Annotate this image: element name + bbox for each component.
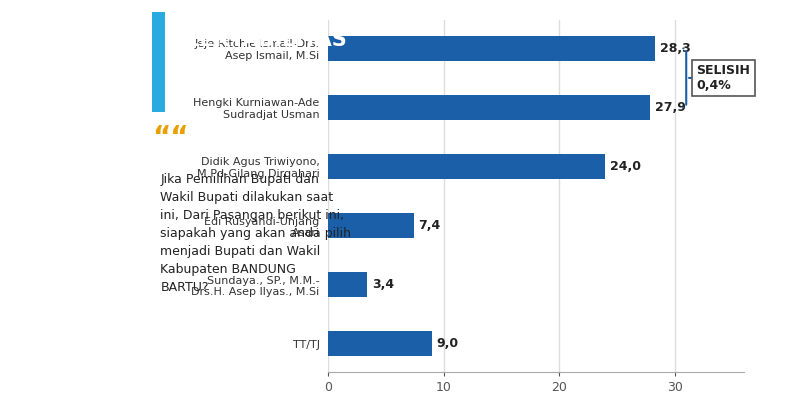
Bar (328, 272, 367, 297)
Text: SELISIH
0,4%: SELISIH 0,4% (697, 64, 750, 92)
Text: ELEKTABILITAS: ELEKTABILITAS (172, 30, 346, 50)
Text: 7,4: 7,4 (418, 219, 440, 232)
Text: 3,4: 3,4 (372, 278, 394, 291)
Text: 9,0: 9,0 (437, 337, 458, 350)
Text: 28,3: 28,3 (660, 42, 690, 55)
Text: ““: ““ (152, 124, 189, 152)
Text: Jika Pemilihan Bupati dan
Wakil Bupati dilakukan saat
ini, Dari Pasangan berikut: Jika Pemilihan Bupati dan Wakil Bupati d… (160, 173, 351, 294)
Text: PASANGAN: PASANGAN (172, 74, 301, 94)
Bar (328, 36, 655, 61)
Bar (328, 95, 650, 120)
Bar (328, 213, 414, 238)
Bar (152, 12, 165, 112)
Bar (328, 331, 432, 356)
Text: 27,9: 27,9 (655, 101, 686, 114)
Text: 24,0: 24,0 (610, 160, 641, 173)
Bar (328, 154, 606, 179)
